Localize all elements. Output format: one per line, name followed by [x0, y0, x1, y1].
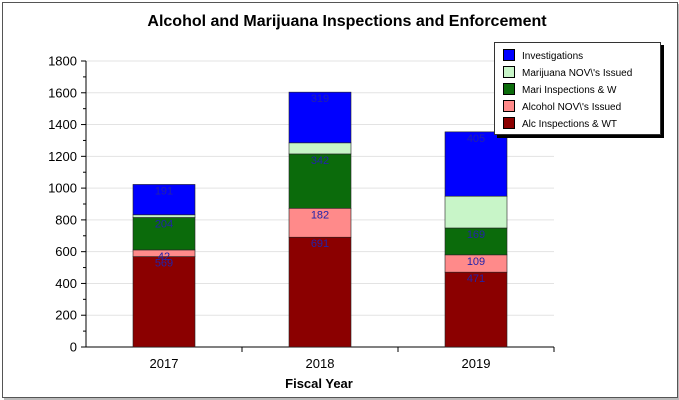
legend-item: Alc Inspections & WT	[503, 117, 618, 130]
y-tick-label: 400	[55, 276, 77, 291]
legend-label: Mari Inspections & W	[522, 85, 617, 96]
y-tick-label: 200	[55, 308, 77, 323]
legend: Investigations Marijuana NOV\'s Issued Mar…	[494, 42, 661, 135]
bar-segment	[444, 195, 508, 229]
bar-segment	[132, 217, 196, 251]
data-label: 169	[467, 229, 485, 241]
x-tick-label: 2018	[306, 356, 335, 371]
chart-title: Alcohol and Marijuana Inspections and En…	[147, 13, 547, 30]
legend-swatch	[503, 83, 515, 95]
legend-item: Investigations	[503, 49, 584, 62]
y-tick-label: 1200	[48, 149, 77, 164]
x-tick-label: 2019	[462, 356, 491, 371]
bar-segment	[288, 236, 352, 348]
legend-label: Investigations	[522, 51, 584, 62]
legend-label: Alcohol NOV\'s Issued	[522, 102, 622, 113]
y-tick-label: 0	[70, 340, 77, 355]
data-label: 569	[155, 258, 173, 270]
bar-segment	[288, 91, 352, 144]
y-tick-label: 1600	[48, 85, 77, 100]
legend-swatch	[503, 66, 515, 78]
bar-segment	[444, 271, 508, 348]
legend-item: Alcohol NOV\'s Issued	[503, 100, 622, 113]
bar-segment	[444, 227, 508, 256]
legend-label: Marijuana NOV\'s Issued	[522, 68, 633, 79]
data-label: 109	[467, 256, 485, 268]
bar-segment	[288, 153, 352, 209]
bar-segment	[132, 256, 196, 348]
data-label: 471	[467, 273, 485, 285]
y-tick-label: 1800	[48, 54, 77, 69]
legend-item: Marijuana NOV\'s Issued	[503, 66, 633, 79]
y-tick-label: 1400	[48, 117, 77, 132]
legend-label: Alc Inspections & WT	[522, 119, 618, 130]
legend-swatch	[503, 100, 515, 112]
bar-segment	[132, 184, 196, 216]
bar-segment	[132, 214, 196, 218]
legend-swatch	[503, 49, 515, 61]
data-label: 191	[155, 185, 173, 197]
y-tick-label: 800	[55, 212, 77, 227]
bar-segment	[288, 207, 352, 238]
y-tick-label: 1000	[48, 181, 77, 196]
bar-segment	[288, 142, 352, 155]
data-label: 319	[311, 93, 329, 105]
y-tick-label: 600	[55, 244, 77, 259]
x-tick-label: 2017	[150, 356, 179, 371]
x-axis-title: Fiscal Year	[285, 376, 353, 391]
data-label: 405	[467, 133, 485, 145]
data-label: 691	[311, 238, 329, 250]
bar-segment	[444, 131, 508, 197]
data-label: 342	[311, 155, 329, 167]
legend-swatch	[503, 117, 515, 129]
data-label: 204	[155, 219, 173, 231]
legend-item: Mari Inspections & W	[503, 83, 617, 96]
data-label: 42	[158, 251, 170, 263]
data-label: 182	[311, 209, 329, 221]
